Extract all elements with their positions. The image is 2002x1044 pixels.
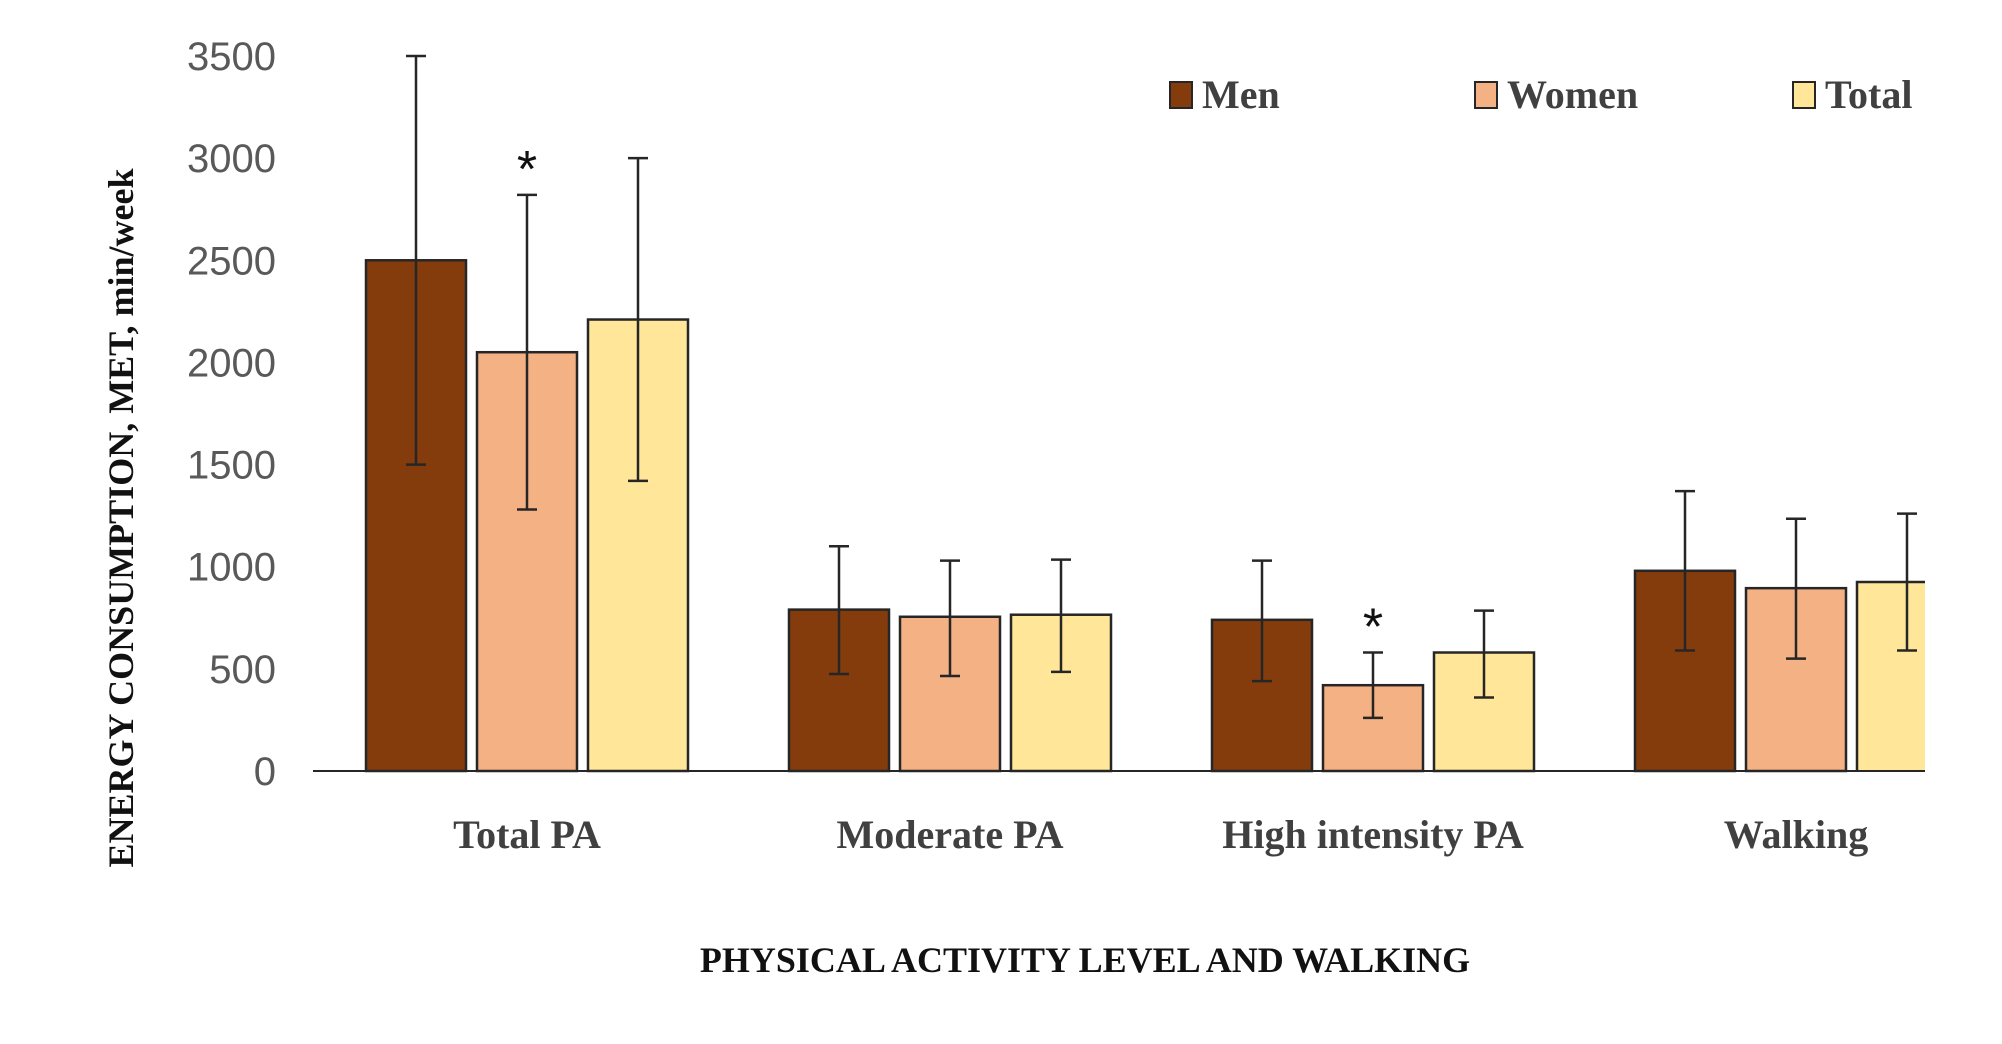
bar-outline <box>1855 580 1925 771</box>
x-tick-label: Moderate PA <box>837 812 1064 857</box>
y-tick-label: 1500 <box>187 444 276 488</box>
legend-label-women: Women <box>1507 72 1638 117</box>
legend: Men Women Total <box>1169 72 1912 117</box>
legend-swatch-women <box>1474 81 1498 109</box>
y-tick-label: 2000 <box>187 341 276 385</box>
x-axis-category-labels: Total PA Moderate PA High intensity PA Walk… <box>453 812 1868 857</box>
y-axis-title: ENERGY CONSUMPTION, MET, min/week <box>101 168 141 867</box>
x-axis-title: PHYSICAL ACTIVITY LEVEL AND WALKING <box>700 940 1470 980</box>
legend-swatch-total <box>1792 81 1816 109</box>
y-tick-label: 3000 <box>187 137 276 181</box>
y-tick-label: 0 <box>254 750 276 794</box>
y-tick-label: 3500 <box>187 35 276 79</box>
significance-asterisk: * <box>517 141 537 199</box>
bar-total <box>1857 582 1925 771</box>
bar-men <box>787 608 891 773</box>
significance-asterisk: * <box>1363 599 1383 657</box>
y-tick-label: 1000 <box>187 546 276 590</box>
legend-label-total: Total <box>1825 72 1912 117</box>
bars <box>364 259 1925 773</box>
legend-label-men: Men <box>1202 72 1280 117</box>
x-tick-label: Total PA <box>453 812 601 857</box>
x-tick-label: Walking <box>1724 812 1869 857</box>
x-tick-label: High intensity PA <box>1222 812 1524 857</box>
y-axis-ticks: 0 500 1000 1500 2000 2500 3000 3500 <box>187 35 276 794</box>
error-bars <box>406 54 1917 720</box>
y-tick-label: 500 <box>209 648 276 692</box>
y-tick-label: 2500 <box>187 239 276 283</box>
significance-markers: ** <box>517 141 1383 657</box>
legend-swatch-men <box>1169 81 1193 109</box>
